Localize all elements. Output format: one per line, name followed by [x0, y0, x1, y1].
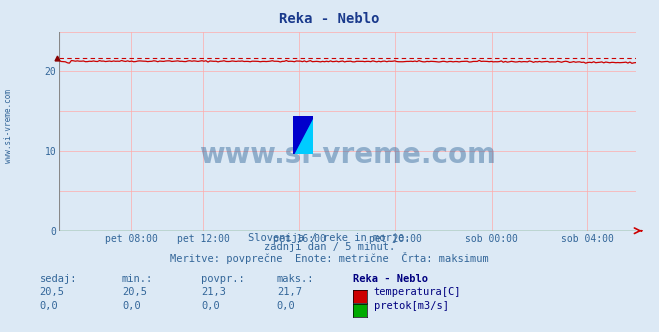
Text: maks.:: maks.:	[277, 274, 314, 284]
Text: 0,0: 0,0	[122, 301, 140, 311]
Text: www.si-vreme.com: www.si-vreme.com	[199, 141, 496, 169]
Text: zadnji dan / 5 minut.: zadnji dan / 5 minut.	[264, 242, 395, 252]
Text: 0,0: 0,0	[40, 301, 58, 311]
Text: sedaj:: sedaj:	[40, 274, 77, 284]
Text: Reka - Neblo: Reka - Neblo	[279, 12, 380, 26]
Text: 0,0: 0,0	[201, 301, 219, 311]
Text: Meritve: povprečne  Enote: metrične  Črta: maksimum: Meritve: povprečne Enote: metrične Črta:…	[170, 252, 489, 264]
Text: 20,5: 20,5	[122, 287, 147, 297]
Text: 21,7: 21,7	[277, 287, 302, 297]
Text: povpr.:: povpr.:	[201, 274, 244, 284]
Polygon shape	[293, 116, 313, 154]
Text: temperatura[C]: temperatura[C]	[374, 287, 461, 297]
Text: 0,0: 0,0	[277, 301, 295, 311]
Text: Slovenija / reke in morje.: Slovenija / reke in morje.	[248, 233, 411, 243]
Polygon shape	[293, 116, 313, 154]
Text: 20,5: 20,5	[40, 287, 65, 297]
Text: pretok[m3/s]: pretok[m3/s]	[374, 301, 449, 311]
Text: min.:: min.:	[122, 274, 153, 284]
Text: Reka - Neblo: Reka - Neblo	[353, 274, 428, 284]
Text: 21,3: 21,3	[201, 287, 226, 297]
Text: www.si-vreme.com: www.si-vreme.com	[4, 89, 13, 163]
